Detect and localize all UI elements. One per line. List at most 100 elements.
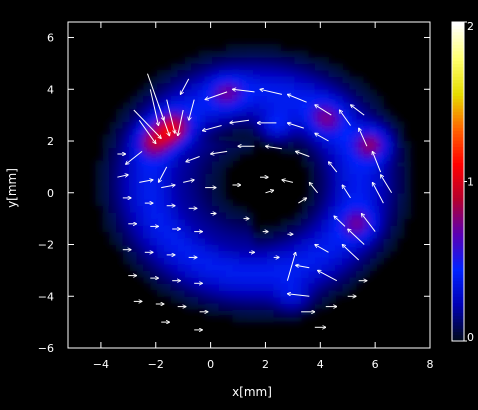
heatmap-cell bbox=[356, 173, 364, 181]
heatmap-cell bbox=[294, 76, 302, 84]
heatmap-cell bbox=[273, 231, 282, 239]
heatmap-cell bbox=[287, 134, 295, 142]
heatmap-cell bbox=[136, 115, 145, 123]
heatmap-cell bbox=[239, 231, 247, 239]
heatmap-cell bbox=[342, 147, 350, 155]
heatmap-cell bbox=[362, 173, 371, 181]
heatmap-cell bbox=[157, 69, 165, 77]
colorbar-step bbox=[452, 222, 464, 227]
colorbar-step bbox=[452, 66, 464, 71]
heatmap-cell bbox=[129, 115, 138, 123]
flow-vector bbox=[309, 182, 318, 194]
heatmap-cell bbox=[356, 199, 364, 207]
heatmap-cell bbox=[212, 141, 220, 149]
heatmap-cell bbox=[129, 244, 138, 252]
colorbar-step bbox=[452, 31, 464, 36]
heatmap-cell bbox=[403, 199, 412, 207]
heatmap-cell bbox=[349, 128, 357, 136]
heatmap-cell bbox=[287, 283, 295, 291]
heatmap-cell bbox=[294, 225, 302, 233]
heatmap-cell bbox=[308, 134, 316, 142]
flow-vector bbox=[334, 216, 346, 227]
heatmap-cell bbox=[232, 289, 240, 297]
heatmap-cell bbox=[198, 108, 206, 116]
colorbar-step bbox=[452, 98, 464, 103]
heatmap-cell bbox=[212, 56, 220, 64]
heatmap-cell bbox=[266, 128, 275, 136]
heatmap-cell bbox=[390, 173, 398, 181]
heatmap-cell bbox=[397, 179, 405, 187]
heatmap-cell bbox=[253, 276, 261, 284]
heatmap-cell bbox=[356, 89, 364, 97]
heatmap-cell bbox=[109, 238, 117, 246]
heatmap-cell bbox=[342, 102, 350, 110]
heatmap-cell bbox=[349, 212, 357, 220]
flow-vector bbox=[315, 245, 329, 253]
heatmap-cell bbox=[198, 238, 206, 246]
heatmap-cell bbox=[328, 244, 336, 252]
heatmap-cell bbox=[218, 302, 227, 310]
vector-field-layer bbox=[117, 73, 393, 330]
heatmap-cell bbox=[356, 115, 364, 123]
heatmap-cell bbox=[143, 192, 151, 200]
heatmap-cell bbox=[362, 244, 371, 252]
heatmap-cell bbox=[239, 302, 247, 310]
heatmap-cell bbox=[273, 315, 282, 323]
heatmap-cell bbox=[116, 141, 124, 149]
heatmap-cell bbox=[294, 218, 302, 226]
heatmap-cell bbox=[287, 244, 295, 252]
flow-vector bbox=[361, 214, 376, 232]
heatmap-cell bbox=[116, 179, 124, 187]
heatmap-cell bbox=[164, 289, 172, 297]
y-tick-label: −2 bbox=[38, 239, 54, 252]
heatmap-cell bbox=[369, 89, 378, 97]
heatmap-cell bbox=[349, 166, 357, 174]
heatmap-cell bbox=[301, 69, 309, 77]
heatmap-cell bbox=[205, 76, 213, 84]
heatmap-cell bbox=[301, 141, 309, 149]
heatmap-cell bbox=[184, 134, 193, 142]
heatmap-cell bbox=[136, 238, 145, 246]
heatmap-cell bbox=[150, 95, 158, 103]
heatmap-cell bbox=[362, 225, 371, 233]
heatmap-cell bbox=[129, 95, 138, 103]
heatmap-cell bbox=[109, 121, 117, 129]
flow-vector bbox=[180, 78, 190, 95]
heatmap-cell bbox=[116, 238, 124, 246]
heatmap-cell bbox=[280, 76, 288, 84]
heatmap-cell bbox=[129, 166, 138, 174]
heatmap-cell bbox=[328, 95, 336, 103]
heatmap-cell bbox=[232, 257, 240, 265]
heatmap-cell bbox=[102, 179, 110, 187]
colorbar-step bbox=[452, 254, 464, 259]
heatmap-cell bbox=[342, 276, 350, 284]
heatmap-cell bbox=[273, 50, 282, 58]
heatmap-cell bbox=[157, 179, 165, 187]
colorbar-step bbox=[452, 85, 464, 90]
heatmap-cell bbox=[287, 128, 295, 136]
heatmap-cell bbox=[177, 225, 186, 233]
heatmap-cell bbox=[102, 205, 110, 213]
heatmap-cell bbox=[328, 69, 336, 77]
heatmap-cell bbox=[198, 296, 206, 304]
heatmap-cell bbox=[308, 283, 316, 291]
heatmap-cell bbox=[218, 283, 227, 291]
heatmap-cell bbox=[301, 251, 309, 259]
heatmap-cell bbox=[328, 179, 336, 187]
heatmap-cell bbox=[376, 102, 384, 110]
heatmap-cell bbox=[356, 257, 364, 265]
heatmap-cell bbox=[95, 173, 103, 181]
heatmap-cell bbox=[225, 276, 234, 284]
heatmap-cell bbox=[246, 108, 254, 116]
heatmap-cell bbox=[369, 141, 378, 149]
heatmap-cell bbox=[246, 147, 254, 155]
heatmap-cell bbox=[150, 82, 158, 90]
heatmap-cell bbox=[143, 89, 151, 97]
heatmap-cell bbox=[95, 166, 103, 174]
colorbar-step bbox=[452, 197, 464, 202]
heatmap-cell bbox=[218, 238, 227, 246]
heatmap-cell bbox=[157, 160, 165, 168]
heatmap-cell bbox=[164, 212, 172, 220]
heatmap-cell bbox=[184, 199, 193, 207]
heatmap-cell bbox=[191, 270, 199, 278]
